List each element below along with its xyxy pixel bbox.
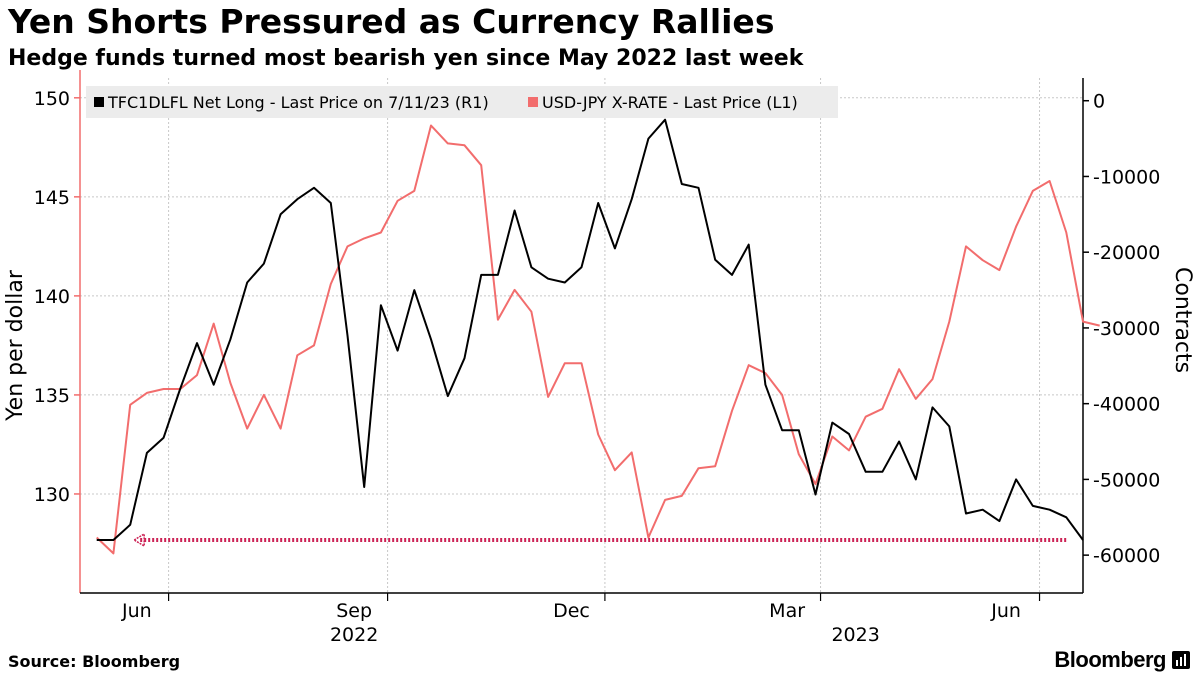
series-line-net-long [96, 118, 1084, 541]
right-tick-label: 0 [1093, 91, 1105, 113]
legend-box [86, 86, 838, 118]
annotation-arrow-icon [132, 532, 145, 548]
left-tick-label: 140 [34, 286, 70, 308]
source-note: Source: Bloomberg [8, 652, 181, 671]
chart-subtitle: Hedge funds turned most bearish yen sinc… [8, 46, 804, 71]
chart-title: Yen Shorts Pressured as Currency Rallies [8, 2, 775, 41]
x-tick-label: Dec [553, 600, 590, 622]
brand-name: Bloomberg [1054, 647, 1166, 672]
legend-swatch-net-long [94, 97, 104, 107]
right-tick-label: -60000 [1093, 545, 1160, 567]
legend-label-usdjpy: USD-JPY X-RATE - Last Price (L1) [542, 93, 798, 112]
right-tick-label: -40000 [1093, 394, 1160, 416]
x-year-label: 2023 [831, 624, 879, 646]
x-tick-label: Sep [336, 600, 372, 622]
brand-logo: Bloomberg [1054, 647, 1190, 673]
x-tick-label: Jun [121, 600, 152, 622]
left-tick-label: 150 [34, 88, 70, 110]
right-axis-title: Contracts [1170, 267, 1195, 373]
x-tick-label: Jun [990, 600, 1021, 622]
right-tick-label: -50000 [1093, 469, 1160, 491]
legend-label-net-long: TFC1DLFL Net Long - Last Price on 7/11/2… [107, 93, 489, 112]
left-tick-label: 145 [34, 187, 70, 209]
x-year-label: 2022 [330, 624, 378, 646]
left-tick-label: 135 [34, 385, 70, 407]
right-tick-label: -30000 [1093, 318, 1160, 340]
series-line-usdjpy [96, 124, 1100, 555]
right-tick-label: -10000 [1093, 166, 1160, 188]
right-tick-label: -20000 [1093, 242, 1160, 264]
left-tick-label: 130 [34, 484, 70, 506]
left-axis-title: Yen per dollar [3, 269, 28, 422]
legend-swatch-usdjpy [528, 97, 538, 107]
terminal-icon [1172, 651, 1190, 669]
x-tick-label: Mar [769, 600, 805, 622]
